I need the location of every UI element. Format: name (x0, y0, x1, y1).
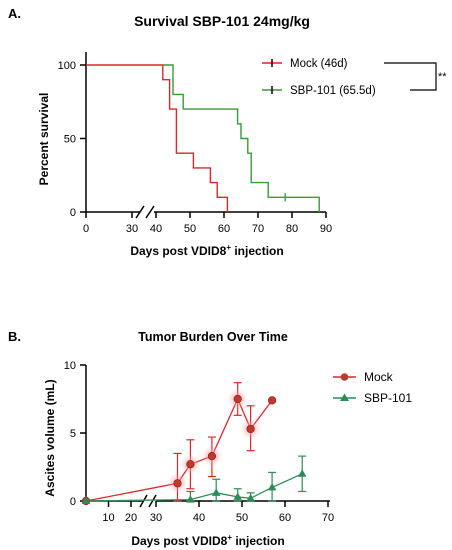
data-point-sbp-101 (211, 488, 221, 496)
y-tick-label: 5 (70, 428, 76, 440)
panel-a-tick-labels: 0 50 100 0 30 40 50 60 70 80 90 (58, 60, 332, 235)
data-point-sbp-101 (246, 493, 255, 502)
panel-a-legend: Mock (46d) SBP-101 (65.5d) (262, 58, 376, 97)
data-point-sbp-101 (233, 492, 242, 500)
x-tick-label: 60 (218, 223, 230, 235)
y-tick-label: 0 (70, 496, 76, 508)
y-tick-label: 100 (58, 60, 76, 72)
x-tick-label: 40 (150, 223, 162, 235)
panel-a-x-label: Days post VDID8+ injection (130, 243, 283, 258)
panel-a: A. Survival SBP-101 24mg/kg Percent surv… (8, 6, 447, 258)
x-tick-label: 0 (83, 223, 89, 235)
x-tick-label: 30 (126, 223, 138, 235)
legend-label-sbp101: SBP-101 (65.5d) (290, 85, 376, 97)
y-tick-label: 50 (64, 134, 76, 146)
panel-b-x-label: Days post VDID8+ injection (131, 533, 284, 548)
data-point-sbp-101 (267, 482, 277, 491)
x-tick-label: 30 (150, 512, 162, 524)
y-tick-label: 0 (70, 207, 76, 219)
panel-a-axes (80, 52, 327, 219)
data-point-sbp-101 (297, 469, 307, 477)
x-tick-label: 60 (279, 512, 291, 524)
panel-b: B. Tumor Burden Over Time Ascites volume… (8, 329, 412, 548)
data-point-sbp-101 (81, 496, 91, 504)
panel-b-title: Tumor Burden Over Time (138, 330, 288, 344)
x-tick-label: 50 (184, 223, 196, 235)
data-point-sbp-101 (186, 495, 195, 503)
significance-bracket (384, 62, 437, 91)
legend-label-mock: Mock (46d) (290, 58, 348, 70)
x-tick-label: 50 (236, 512, 248, 524)
y-tick-label: 10 (64, 360, 76, 372)
panel-b-axes (80, 364, 330, 508)
x-tick-label: 70 (322, 512, 334, 524)
axis-break-mark (139, 494, 148, 508)
legend-marker-sbp101 (340, 393, 349, 401)
panel-a-title: Survival SBP-101 24mg/kg (134, 13, 310, 29)
panel-b-legend: Mock SBP-101 (333, 370, 412, 405)
panel-b-tick-labels: 0 5 10 10 20 30 40 50 60 70 (64, 360, 334, 524)
data-point-mock (173, 479, 182, 488)
km-curve-mock-46d (86, 64, 229, 212)
panel-a-label: A. (8, 6, 21, 21)
x-tick-label: 40 (193, 512, 205, 524)
data-point-mock (233, 394, 242, 404)
x-tick-label: 10 (102, 512, 114, 524)
panel-b-series (81, 382, 307, 506)
significance-label: ** (438, 71, 447, 83)
km-curve-sbp-101-65-5d (162, 64, 320, 212)
x-tick-label: 20 (125, 512, 137, 524)
data-point-mock (268, 396, 277, 405)
data-point-mock (186, 460, 195, 469)
panel-a-y-label: Percent survival (37, 93, 51, 186)
panel-b-y-label: Ascites volume (mL) (43, 379, 57, 496)
axis-break-mark (148, 494, 157, 508)
x-tick-label: 80 (286, 223, 298, 235)
data-point-mock (207, 452, 216, 461)
axis-break-mark (135, 205, 145, 219)
axis-break-mark (145, 205, 155, 219)
legend-label-sbp101: SBP-101 (364, 391, 412, 405)
x-tick-label: 90 (320, 223, 332, 235)
legend-marker-mock (340, 373, 349, 381)
data-point-mock (246, 424, 255, 434)
x-tick-label: 70 (252, 223, 264, 235)
panel-b-label: B. (8, 329, 21, 344)
panel-a-series (86, 64, 320, 212)
legend-label-mock: Mock (364, 370, 394, 384)
